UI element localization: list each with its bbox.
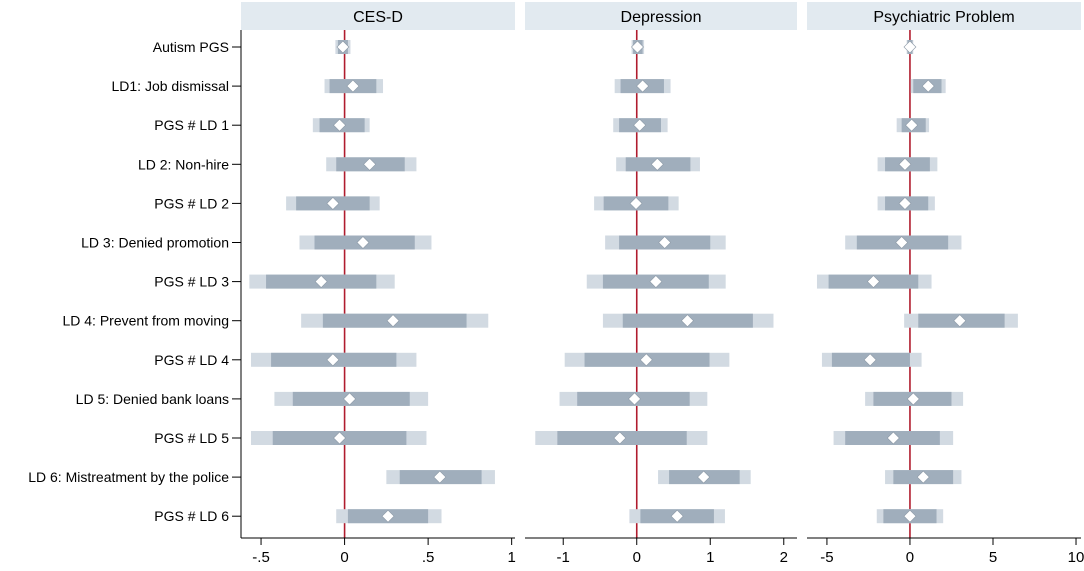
point-estimate xyxy=(681,314,694,328)
point-estimate xyxy=(649,275,663,289)
x-tick-label: 2 xyxy=(780,549,788,566)
x-tick-label: -1 xyxy=(557,549,570,566)
row-label: LD 2: Non-hire xyxy=(138,156,229,172)
row-label: PGS # LD 4 xyxy=(154,352,229,368)
panel-header xyxy=(241,2,515,30)
x-tick-label: 5 xyxy=(989,549,997,566)
x-tick-label: 0 xyxy=(340,549,348,566)
point-estimate xyxy=(631,40,644,54)
row-label: LD1: Job dismissal xyxy=(112,78,230,94)
point-estimate xyxy=(346,79,360,93)
row-label: LD 3: Denied promotion xyxy=(81,235,229,251)
x-tick-label: 0 xyxy=(633,549,641,566)
point-estimate xyxy=(381,509,395,523)
point-estimate xyxy=(650,157,664,171)
point-estimate xyxy=(670,509,684,523)
row-label: PGS # LD 5 xyxy=(154,430,229,446)
point-estimate xyxy=(333,118,346,132)
point-estimate xyxy=(333,431,346,445)
row-label: PGS # LD 1 xyxy=(154,117,229,133)
point-estimate xyxy=(363,157,377,171)
panel-header xyxy=(525,2,797,30)
x-tick-label: .5 xyxy=(422,549,435,566)
point-estimate xyxy=(633,118,647,132)
panel-title: CES-D xyxy=(353,9,403,26)
point-estimate xyxy=(895,236,909,249)
panel-title: Psychiatric Problem xyxy=(873,9,1014,26)
x-tick-label: 0 xyxy=(906,549,914,566)
point-estimate xyxy=(953,314,967,328)
x-tick-label: 10 xyxy=(1068,549,1084,566)
x-tick-label: -5 xyxy=(820,549,833,566)
point-estimate xyxy=(336,40,350,54)
point-estimate xyxy=(343,392,357,406)
row-label: PGS # LD 2 xyxy=(154,195,229,211)
point-estimate xyxy=(326,196,340,210)
point-estimate xyxy=(906,392,920,406)
x-tick-label: 1 xyxy=(706,549,714,566)
row-label: LD 5: Denied bank loans xyxy=(76,391,229,407)
point-estimate xyxy=(886,431,900,445)
point-estimate xyxy=(386,314,400,328)
row-label: Autism PGS xyxy=(153,39,229,55)
point-estimate xyxy=(916,470,930,484)
point-estimate xyxy=(326,353,340,367)
point-estimate xyxy=(613,431,627,445)
point-estimate xyxy=(639,353,653,367)
point-estimate xyxy=(356,236,370,249)
row-label: LD 6: Mistreatment by the police xyxy=(28,469,229,485)
row-label: PGS # LD 3 xyxy=(154,274,229,290)
x-tick-label: -.5 xyxy=(252,549,270,566)
point-estimate xyxy=(636,79,650,93)
point-estimate xyxy=(628,392,641,406)
point-estimate xyxy=(898,157,912,171)
point-estimate xyxy=(433,470,447,484)
point-estimate xyxy=(905,118,919,132)
panel-title: Depression xyxy=(621,9,702,26)
point-estimate xyxy=(866,275,880,289)
point-estimate xyxy=(629,196,643,210)
point-estimate xyxy=(697,470,711,484)
point-estimate xyxy=(863,353,877,367)
point-estimate xyxy=(658,236,672,249)
point-estimate xyxy=(903,509,917,523)
row-label: PGS # LD 6 xyxy=(154,508,229,524)
row-label: LD 4: Prevent from moving xyxy=(62,313,229,329)
point-estimate xyxy=(921,79,935,93)
x-tick-label: 1 xyxy=(507,549,515,566)
point-estimate xyxy=(898,196,912,210)
point-estimate xyxy=(314,275,328,289)
panel-header xyxy=(807,2,1081,30)
point-estimate xyxy=(903,40,917,54)
